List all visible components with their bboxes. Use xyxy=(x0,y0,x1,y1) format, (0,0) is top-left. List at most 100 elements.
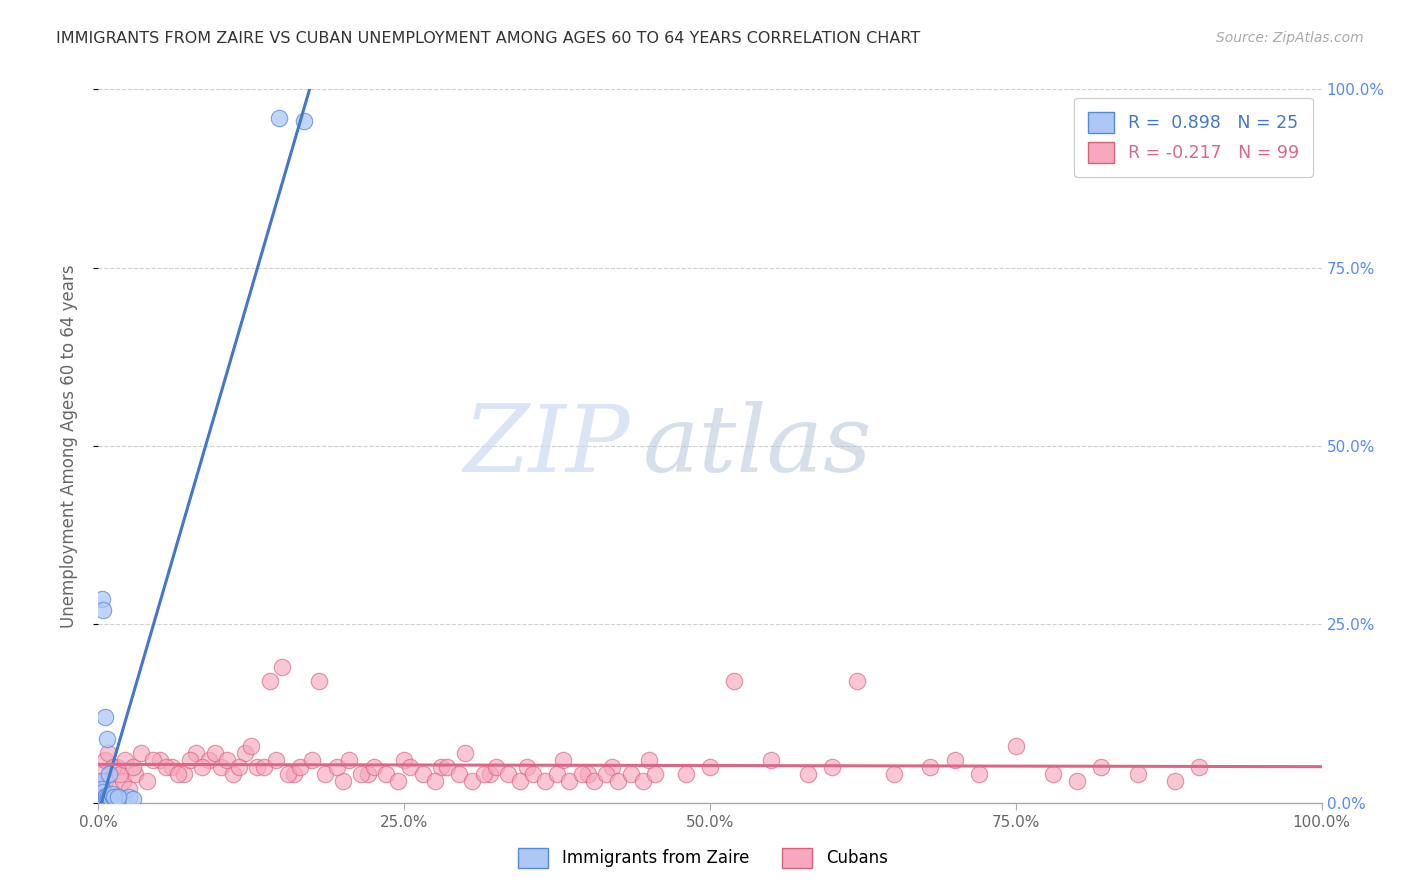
Point xyxy=(449,767,471,781)
Point xyxy=(326,760,349,774)
Point xyxy=(96,790,118,805)
Point xyxy=(94,789,117,803)
Point xyxy=(97,746,120,760)
Point xyxy=(121,792,143,806)
Point xyxy=(91,603,114,617)
Point xyxy=(553,753,575,767)
Point xyxy=(619,767,641,781)
Point xyxy=(292,114,315,128)
Point xyxy=(363,760,385,774)
Y-axis label: Unemployment Among Ages 60 to 64 years: Unemployment Among Ages 60 to 64 years xyxy=(59,264,77,628)
Point xyxy=(1066,774,1088,789)
Point xyxy=(1164,774,1187,789)
Legend: R =  0.898   N = 25, R = -0.217   N = 99: R = 0.898 N = 25, R = -0.217 N = 99 xyxy=(1074,98,1313,177)
Point xyxy=(264,753,287,767)
Point xyxy=(186,746,208,760)
Point xyxy=(259,674,281,689)
Point xyxy=(308,674,330,689)
Point xyxy=(136,774,159,789)
Point xyxy=(91,785,114,799)
Point xyxy=(228,760,250,774)
Point xyxy=(110,790,132,805)
Point xyxy=(114,753,136,767)
Point xyxy=(197,753,219,767)
Point xyxy=(883,767,905,781)
Point xyxy=(149,753,172,767)
Point xyxy=(215,753,238,767)
Point xyxy=(121,760,143,774)
Point xyxy=(522,767,544,781)
Point xyxy=(374,767,396,781)
Point xyxy=(546,767,568,781)
Point xyxy=(269,111,291,125)
Point xyxy=(100,781,122,796)
Point xyxy=(107,790,129,805)
Point xyxy=(1090,760,1112,774)
Point xyxy=(105,760,128,774)
Point xyxy=(301,753,323,767)
Text: IMMIGRANTS FROM ZAIRE VS CUBAN UNEMPLOYMENT AMONG AGES 60 TO 64 YEARS CORRELATIO: IMMIGRANTS FROM ZAIRE VS CUBAN UNEMPLOYM… xyxy=(56,31,921,46)
Point xyxy=(797,767,820,781)
Point xyxy=(124,767,146,781)
Point xyxy=(967,767,990,781)
Point xyxy=(582,774,605,789)
Point xyxy=(101,760,124,774)
Point xyxy=(91,781,114,796)
Point xyxy=(558,774,581,789)
Point xyxy=(101,790,124,805)
Point xyxy=(160,760,183,774)
Point xyxy=(472,767,495,781)
Point xyxy=(515,760,537,774)
Point xyxy=(167,767,190,781)
Point xyxy=(98,790,121,805)
Point xyxy=(142,753,165,767)
Point xyxy=(98,767,121,781)
Point xyxy=(337,753,360,767)
Point xyxy=(1042,767,1064,781)
Point xyxy=(485,760,508,774)
Point xyxy=(430,760,453,774)
Point xyxy=(399,760,422,774)
Point xyxy=(173,767,195,781)
Point xyxy=(496,767,519,781)
Point xyxy=(607,774,630,789)
Point xyxy=(845,674,868,689)
Point xyxy=(761,753,783,767)
Point xyxy=(290,760,312,774)
Point xyxy=(129,746,152,760)
Point xyxy=(93,753,115,767)
Point xyxy=(179,753,201,767)
Point xyxy=(91,592,114,607)
Point xyxy=(943,753,966,767)
Point xyxy=(204,746,226,760)
Point xyxy=(118,781,141,796)
Point xyxy=(534,774,557,789)
Point xyxy=(111,792,134,806)
Point xyxy=(571,767,593,781)
Point xyxy=(101,787,124,801)
Point xyxy=(240,739,263,753)
Point xyxy=(93,774,115,789)
Point xyxy=(723,674,745,689)
Point xyxy=(600,760,623,774)
Point xyxy=(920,760,942,774)
Point xyxy=(277,767,299,781)
Point xyxy=(576,767,599,781)
Point xyxy=(283,767,305,781)
Point xyxy=(387,774,409,789)
Point xyxy=(246,760,269,774)
Point xyxy=(111,774,134,789)
Point xyxy=(454,746,477,760)
Point xyxy=(233,746,256,760)
Point xyxy=(314,767,336,781)
Point xyxy=(436,760,458,774)
Point xyxy=(423,774,446,789)
Point xyxy=(222,767,245,781)
Point xyxy=(97,789,120,803)
Point xyxy=(675,767,697,781)
Point xyxy=(478,767,501,781)
Point xyxy=(118,790,141,805)
Point xyxy=(155,760,177,774)
Text: atlas: atlas xyxy=(643,401,872,491)
Point xyxy=(270,660,294,674)
